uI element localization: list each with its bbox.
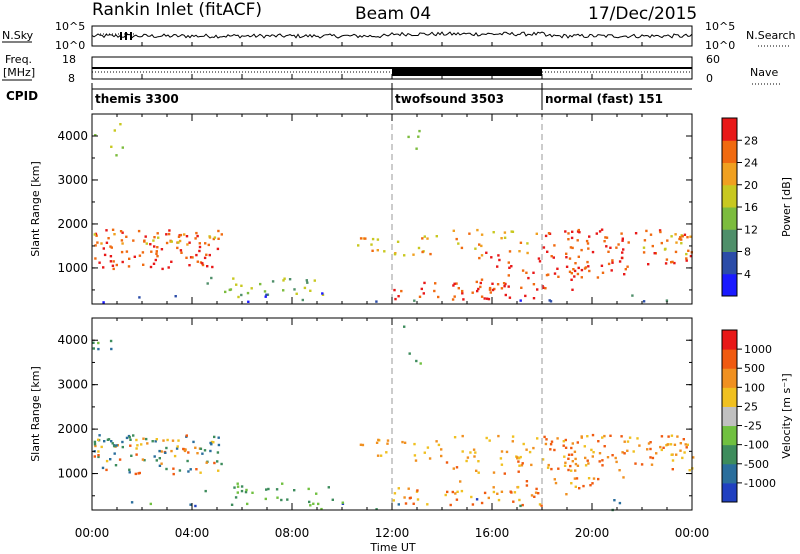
power-panel: 1000 2000 3000 4000 Slant Range [km] bbox=[29, 113, 693, 305]
freq-tick-bottom: 8 bbox=[68, 72, 75, 85]
ylabel-1: Slant Range [km] bbox=[29, 366, 42, 462]
cbar-velocity-tick-7: -1000 bbox=[744, 477, 776, 490]
xtick-4: 16:00 bbox=[475, 526, 510, 540]
nave-tick-top: 60 bbox=[706, 53, 720, 66]
x-axis-title: Time UT bbox=[369, 541, 415, 554]
cbar-power-title: Power [dB] bbox=[780, 177, 793, 237]
freq-trace bbox=[91, 67, 692, 79]
cbar-power-tick-6: 28 bbox=[744, 134, 758, 147]
ytick-1-1: 2000 bbox=[57, 422, 88, 436]
nave-tick-bottom: 0 bbox=[706, 72, 713, 85]
cpid-segment-2: normal (fast) 151 bbox=[545, 92, 663, 106]
nsky-tick-top: 10^5 bbox=[55, 20, 85, 33]
ytick-0-0: 1000 bbox=[57, 261, 88, 275]
velocity-panel: 1000 2000 3000 4000 Slant Range [km] bbox=[29, 317, 695, 512]
cbar-power-tick-2: 12 bbox=[744, 223, 758, 236]
nsearch-tick-bottom: 10^0 bbox=[705, 39, 735, 52]
cbar-power-tick-4: 20 bbox=[744, 179, 758, 192]
cbar-velocity-title: Velocity [m s⁻¹] bbox=[780, 373, 793, 458]
ytick-1-0: 1000 bbox=[57, 467, 88, 481]
cpid-row: themis 3300 twofsound 3503 normal (fast) 1… bbox=[91, 83, 692, 110]
xtick-2: 08:00 bbox=[275, 526, 310, 540]
cpid-segment-1: twofsound 3503 bbox=[395, 92, 504, 106]
xtick-3: 12:00 bbox=[375, 526, 410, 540]
velocity-scatter bbox=[92, 325, 695, 512]
ytick-0-3: 4000 bbox=[57, 129, 88, 143]
xtick-1: 04:00 bbox=[175, 526, 210, 540]
nsearch-label: N.Search bbox=[746, 29, 796, 42]
cbar-power-tick-1: 8 bbox=[744, 246, 751, 259]
cbar-power-tick-0: 4 bbox=[744, 268, 751, 281]
cbar-velocity-tick-4: -25 bbox=[744, 420, 762, 433]
freq-tick-top: 18 bbox=[62, 53, 76, 66]
cbar-velocity-tick-5: -100 bbox=[744, 439, 769, 452]
velocity-colorbar: 1000 500 100 25 -25 -100 -500 -1000 Velocity [m … bbox=[721, 329, 793, 503]
xtick-0: 00:00 bbox=[75, 526, 110, 540]
date-title: 17/Dec/2015 bbox=[588, 4, 697, 24]
power-scatter bbox=[93, 123, 693, 304]
cbar-velocity-tick-1: 500 bbox=[744, 362, 765, 375]
ytick-0-2: 3000 bbox=[57, 173, 88, 187]
nsky-tick-bottom: 10^0 bbox=[55, 39, 85, 52]
cbar-velocity-tick-3: 25 bbox=[744, 400, 758, 413]
cbar-velocity-tick-2: 100 bbox=[744, 381, 765, 394]
ytick-0-1: 2000 bbox=[57, 217, 88, 231]
ytick-1-2: 3000 bbox=[57, 378, 88, 392]
cbar-velocity-tick-6: -500 bbox=[744, 458, 769, 471]
cbar-power-tick-5: 24 bbox=[744, 157, 758, 170]
x-tick-labels: 00:00 04:00 08:00 12:00 16:00 20:00 00:00 bbox=[75, 526, 710, 540]
nsky-trace bbox=[91, 31, 693, 46]
ytick-1-3: 4000 bbox=[57, 333, 88, 347]
xtick-6: 00:00 bbox=[675, 526, 710, 540]
nsearch-tick-top: 10^5 bbox=[705, 20, 735, 33]
freq-unit: [MHz] bbox=[3, 66, 35, 79]
beam-title: Beam 04 bbox=[355, 4, 431, 24]
cbar-velocity-tick-0: 1000 bbox=[744, 343, 772, 356]
cbar-power-tick-3: 16 bbox=[744, 201, 758, 214]
cpid-segment-0: themis 3300 bbox=[95, 92, 179, 106]
cpid-label: CPID bbox=[6, 89, 38, 103]
station-title: Rankin Inlet (fitACF) bbox=[92, 0, 262, 20]
power-colorbar: 4 8 12 16 20 24 28 Power [dB] bbox=[721, 117, 793, 297]
xtick-5: 20:00 bbox=[575, 526, 610, 540]
nsky-label: N.Sky bbox=[2, 29, 34, 42]
ylabel-0: Slant Range [km] bbox=[29, 161, 42, 257]
freq-label: Freq. bbox=[5, 53, 32, 66]
nave-label: Nave bbox=[750, 66, 778, 79]
